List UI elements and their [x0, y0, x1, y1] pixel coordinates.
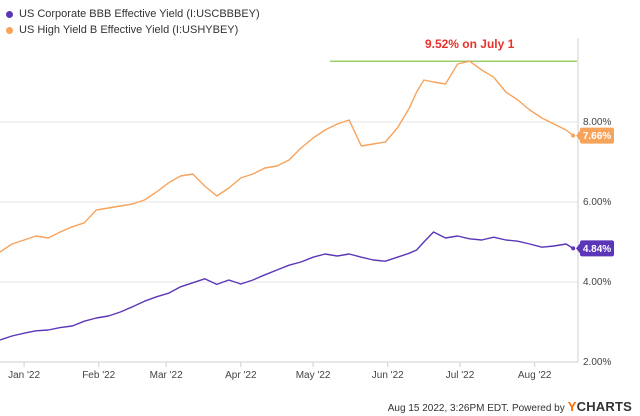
legend: US Corporate BBB Effective Yield (I:USCB…: [6, 6, 260, 38]
last-value-badge-1: [580, 127, 614, 144]
series-line-0[interactable]: [0, 231, 574, 341]
powered-by: Powered by: [511, 403, 565, 414]
x-tick-label: Mar '22: [150, 370, 183, 381]
annotation-label: 9.52% on July 1: [425, 37, 515, 51]
legend-label-hy: US High Yield B Effective Yield (I:USHYB…: [19, 24, 239, 36]
x-tick-label: Jun '22: [372, 370, 404, 381]
axes: [0, 38, 579, 367]
legend-label-bbb: US Corporate BBB Effective Yield (I:USCB…: [19, 8, 260, 20]
ycharts-logo-y: Y: [567, 399, 577, 414]
annotation: 9.52% on July 1: [329, 37, 577, 62]
last-value-label-0: 4.84%: [583, 244, 611, 255]
legend-item-bbb[interactable]: US Corporate BBB Effective Yield (I:USCB…: [6, 6, 260, 22]
y-tick-label: 8.00%: [583, 117, 611, 128]
series-lines: [0, 60, 574, 341]
timestamp: Aug 15 2022, 3:26PM EDT.: [387, 403, 509, 414]
x-tick-label: May '22: [296, 370, 331, 381]
last-value-badge-arrow-1: [576, 130, 580, 141]
last-value-badges: 4.84% 7.66%: [571, 127, 614, 257]
last-value-badge-arrow-0: [576, 243, 580, 254]
x-tick-label: Jan '22: [8, 370, 40, 381]
tick-labels: 2.00% 4.00% 6.00% 8.00% Jan '22 Feb '22 Mar '2…: [8, 117, 611, 381]
last-value-badge-0: [580, 240, 614, 257]
grid-lines: [0, 121, 578, 363]
ycharts-logo[interactable]: YCHARTS: [568, 399, 632, 414]
x-tick-label: Aug '22: [518, 370, 552, 381]
legend-swatch-hy: [6, 26, 13, 34]
x-tick-label: Jul '22: [446, 370, 475, 381]
series-end-point-1: [571, 133, 576, 138]
x-tick-label: Feb '22: [82, 370, 115, 381]
y-tick-label: 2.00%: [583, 357, 611, 368]
legend-swatch-bbb: [6, 10, 13, 18]
x-tick-label: Apr '22: [225, 370, 257, 381]
y-tick-label: 6.00%: [583, 197, 611, 208]
ycharts-logo-rest: CHARTS: [576, 399, 632, 414]
series-line-1[interactable]: [0, 60, 574, 253]
series-end-point-0: [571, 246, 576, 251]
legend-item-hy[interactable]: US High Yield B Effective Yield (I:USHYB…: [6, 22, 260, 38]
footer: Aug 15 2022, 3:26PM EDT. Powered by YCHA…: [388, 399, 632, 414]
last-value-label-1: 7.66%: [583, 131, 611, 142]
y-tick-label: 4.00%: [583, 277, 611, 288]
